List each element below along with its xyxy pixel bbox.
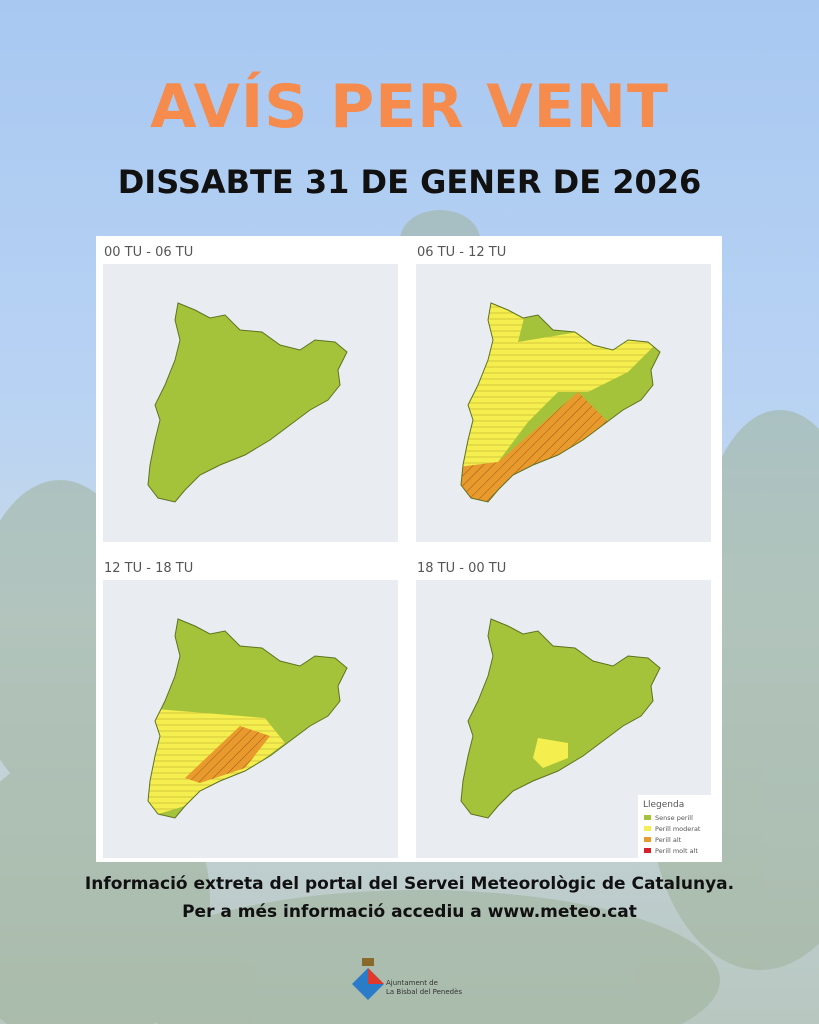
title: AVÍS PER VENT: [150, 72, 669, 142]
panel-label: 12 TU - 18 TU: [104, 561, 193, 576]
legend-item: Perill moderat: [655, 825, 701, 833]
legend-item: Perill alt: [655, 836, 682, 844]
panel-label: 18 TU - 00 TU: [417, 561, 506, 576]
subtitle: DISSABTE 31 DE GENER DE 2026: [117, 163, 702, 201]
panel-label: 00 TU - 06 TU: [104, 245, 193, 260]
panel-label: 06 TU - 12 TU: [417, 245, 506, 260]
logo-text: Ajuntament de: [386, 979, 438, 987]
legend-item: Sense perill: [655, 814, 693, 822]
legend-item: Perill molt alt: [655, 847, 698, 855]
footer-text: Informació extreta del portal del Servei…: [84, 874, 735, 894]
legend-title: Llegenda: [643, 800, 684, 810]
logo-text: La Bisbal del Penedès: [386, 988, 462, 996]
footer-text: Per a més informació accediu a www.meteo…: [182, 902, 637, 922]
